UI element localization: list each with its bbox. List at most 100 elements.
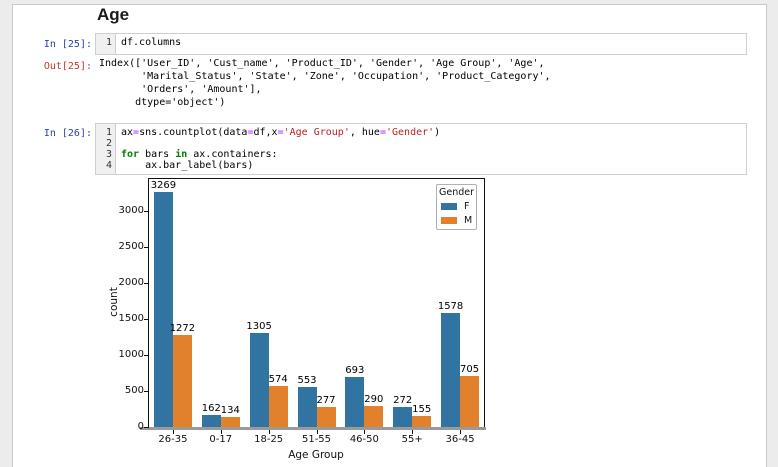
x-tick-label: 26-35 [158,434,188,445]
legend-swatch [441,203,457,210]
y-tick-label: 1500 [118,313,144,325]
code-token: df,x [253,127,278,138]
code-cell-25[interactable]: 1 df.columns [95,33,747,55]
y-tick-mark [144,211,149,213]
line-number: 1 [105,37,112,48]
legend-entry-f: F [441,201,476,212]
code-token: = [133,127,140,138]
y-tick-mark [144,319,149,321]
output-text-25: Index(['User_ID', 'Cust_name', 'Product_… [99,58,551,108]
x-tick-mark [220,430,222,434]
code-editor-25[interactable]: df.columns [116,34,746,54]
x-tick-label: 36-45 [445,434,475,445]
y-tick-mark [144,391,149,393]
code-token: sns.countplot(data [139,127,248,138]
y-tick-label: 1000 [118,349,144,361]
y-tick-label: 3000 [118,205,144,217]
x-tick-label: 18-25 [254,434,284,445]
line-number-gutter: 1 [96,34,116,54]
y-tick-mark [144,247,149,249]
code-token: ax.bar_label(bars) [121,160,254,171]
y-tick-label: 0 [137,421,144,432]
bar-value-label: 553 [297,375,317,387]
code-token: , hue [349,127,380,138]
bar-f-46-50 [345,377,365,427]
bar-f-26-35 [153,191,173,427]
code-token: bars [139,149,176,160]
legend-label: M [464,215,473,226]
x-tick-mark [316,430,318,434]
bar-value-label: 155 [412,403,432,415]
y-tick-label: 2000 [118,277,144,289]
plot-area [148,178,485,429]
bar-f-55+ [393,407,413,427]
bar-m-51-55 [316,407,336,427]
x-axis-label: Age Group [288,449,344,461]
code-line: ax=sns.countplot(data=df,x='Age Group', … [121,127,746,138]
bar-m-26-35 [172,335,192,427]
x-tick-mark [268,430,270,434]
bar-m-36-45 [460,376,480,427]
bar-m-0-17 [220,417,240,427]
bar-m-18-25 [268,385,288,427]
x-tick-mark [460,430,462,434]
input-prompt-25: In [25]: [43,39,92,50]
code-token: in [175,149,188,160]
bar-value-label: 162 [201,403,221,415]
code-token: ax.containers: [187,149,278,160]
bar-value-label: 277 [316,395,336,407]
bar-value-label: 1305 [246,321,272,333]
code-line: df.columns [121,37,746,48]
code-line: for bars in ax.containers: [121,149,746,160]
legend-title: Gender [438,187,474,198]
legend-entry-m: M [441,215,476,226]
legend-swatch [441,217,457,224]
code-token: df.columns [121,37,182,48]
code-editor-26[interactable]: ax=sns.countplot(data=df,x='Age Group', … [116,124,746,174]
y-tick-mark [144,427,149,428]
line-number: 1 [105,127,112,138]
legend-label: F [464,201,470,212]
code-token: 'Age Group' [283,127,350,138]
bar-f-51-55 [297,387,317,427]
bar-value-label: 574 [268,373,288,385]
input-prompt-26: In [26]: [43,128,92,139]
x-tick-label: 46-50 [349,434,379,445]
x-tick-label: 0-17 [209,434,233,445]
bar-m-55+ [412,415,432,427]
bar-m-46-50 [364,406,384,427]
bar-value-label: 134 [220,405,240,417]
bar-f-0-17 [201,415,221,427]
bar-f-36-45 [441,313,461,427]
bar-value-label: 1578 [437,301,464,313]
x-axis-baseline [140,427,486,430]
code-token: for [121,149,140,160]
code-line [121,138,746,149]
bar-value-label: 705 [460,364,480,376]
bar-value-label: 290 [364,394,384,406]
code-token: = [247,127,254,138]
bar-value-label: 1272 [169,323,196,335]
x-tick-mark [364,430,366,434]
code-token: = [379,127,386,138]
code-token: ) [434,127,441,138]
x-tick-mark [412,430,414,434]
x-tick-mark [172,430,174,434]
x-tick-label: 55+ [401,434,423,445]
y-tick-mark [144,283,149,285]
bar-value-label: 3269 [150,179,177,191]
code-token: ax [121,127,134,138]
code-token: 'Gender' [385,127,435,138]
y-tick-label: 2500 [118,241,144,253]
line-number: 4 [105,160,112,171]
bar-value-label: 272 [393,395,413,407]
markdown-heading: Age [97,5,130,24]
line-number: 2 [105,138,112,149]
y-tick-label: 500 [124,385,144,397]
code-token: = [277,127,284,138]
